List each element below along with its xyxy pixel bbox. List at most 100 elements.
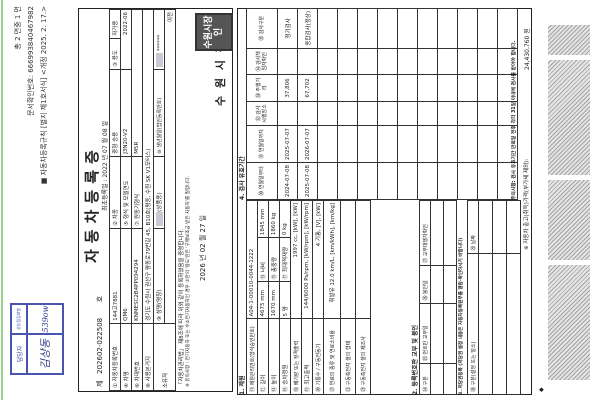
- inspection-cell: [437, 162, 458, 200]
- inspection-cell: [337, 101, 358, 126]
- inspection-row: [337, 8, 358, 200]
- inspection-cell: [337, 125, 358, 163]
- disp-value: 1997 cc, [kW], [kW]: [290, 200, 302, 319]
- form-rule: ■ 자동차등록규칙 [별지 제1호서식] <개정 2025. 2. 17.>: [40, 6, 48, 185]
- power-value: 144/6000 Ps/rpm, [kW/rpm], [kW/rpm]: [301, 200, 313, 319]
- battery-maker-label: ㉓ 구동축전지 셀의 제조사: [355, 318, 371, 395]
- vin-label: ⑥ 차대번호: [131, 323, 143, 391]
- redacted-name: [156, 211, 163, 226]
- inspection-cell: 2024-07-08: [277, 162, 298, 200]
- use-value: 자가용: [109, 9, 121, 39]
- inspection-cell: [457, 48, 478, 75]
- insurance-signature: 539ow: [27, 304, 63, 334]
- inspection-cell: 2025-07-08: [297, 162, 318, 200]
- inspection-cell: [397, 48, 418, 75]
- inspection-cell: [397, 101, 418, 126]
- inspection-row: [357, 8, 378, 200]
- cyl-label: ⑳ 기통수 / 구동전동기: [312, 318, 324, 395]
- inspection-table: ㉚ 연월일부터 ㉛ 연월일까지 ㉜ 검사시행장소 ㉝ 주행거리 ㉞ 검사책임자확…: [246, 8, 518, 200]
- seats-value: 5 명: [279, 281, 291, 319]
- type-value: 중형 승용: [109, 69, 121, 157]
- seal-text: 수원시장인: [204, 15, 224, 49]
- inspection-cell: 37,806: [277, 74, 298, 102]
- security-pattern: [548, 180, 590, 260]
- base-value: 경기도 수원시 권선구 평동로79번길 45, B10호(평동, 수원 SK V…: [142, 9, 154, 324]
- inspection-cell: [437, 48, 458, 75]
- security-pattern: [548, 25, 590, 55]
- inspection-cell: [377, 48, 398, 75]
- inspection-cell: [417, 101, 438, 126]
- security-pattern: [548, 265, 590, 380]
- inspection-cell: [457, 101, 478, 126]
- inspection-cell: [417, 162, 438, 200]
- length-value: 4675 mm: [257, 281, 269, 319]
- cert-no-value: 202602-022508: [96, 317, 104, 374]
- battery-label: ㉒ 구동축전지 셀의 형태: [340, 318, 356, 395]
- inspection-cell: [297, 48, 318, 75]
- model-label: ④ 차명: [120, 323, 132, 391]
- birth-mask: ******: [156, 34, 163, 52]
- inspection-title: 4. 검사 유효기간: [239, 156, 246, 200]
- scan-edge-line: [1, 0, 3, 400]
- cyl-value: 4 기통, [V], [kW]: [312, 200, 324, 319]
- price-value: 24,430,760 원: [524, 28, 531, 70]
- inspection-cell: [357, 101, 378, 126]
- owner-name-suffix: (상품용): [157, 192, 163, 212]
- transfer-note: 이전: [164, 9, 176, 324]
- inspection-col: ㉝ 주행거리: [246, 74, 278, 102]
- inspection-cell: [337, 48, 358, 75]
- diamond-mark: ◆: [538, 387, 545, 392]
- inspection-row: [417, 8, 438, 200]
- inspection-cell: [417, 8, 438, 49]
- inspection-cell: [377, 74, 398, 102]
- mortgage-col: ㉘ 구분(설정 또는 말소): [467, 253, 479, 395]
- load-label: ⑰ 최대적재량: [279, 237, 291, 282]
- reg-no-value: 144고7881: [109, 228, 121, 324]
- inspection-cell: [337, 162, 358, 200]
- inspection-cell: [477, 74, 498, 102]
- cert-no-suffix: 호: [96, 295, 104, 303]
- inspection-cell: [477, 48, 498, 75]
- page-title: 자동차등록증: [83, 144, 101, 263]
- power-label: ⑲ 최고출력: [301, 318, 313, 395]
- fuel-value: 휘발유 12.0 km/L, [km/kWh], [km/kg]: [323, 200, 341, 319]
- issue-date: 2026 년 02 월 27 일: [199, 214, 207, 281]
- inspection-cell: [297, 101, 318, 126]
- doc-check-number: 문서확인번호: 666993840467982: [27, 6, 35, 117]
- inspection-cell: [457, 162, 478, 200]
- height-label: ⑭ 높이: [268, 318, 280, 395]
- inspection-cell: 67,702: [297, 74, 318, 102]
- inspection-row: [377, 8, 398, 200]
- inspection-cell: [397, 74, 418, 102]
- inspection-cell: 2025-07-07: [277, 125, 298, 163]
- inspection-section: 4. 검사 유효기간 ㉚ 연월일부터 ㉛ 연월일까지 ㉜ 검사시행장소 ㉝ 주행…: [237, 8, 518, 200]
- inspection-cell: [377, 125, 398, 163]
- form-label: ⑤ 형식 및 모델연도: [120, 156, 132, 229]
- mortgage-section: 3. 저당권등록 (저당권 설정 내용은 자동차등록원부를 열람·확인하시기 바…: [458, 200, 521, 395]
- model-value: QM6: [120, 228, 132, 324]
- inspection-cell: [317, 8, 338, 49]
- inspection-cell: [317, 48, 338, 75]
- stamp-label-insurance: 성능점검보험: [11, 304, 27, 334]
- security-pattern: [548, 60, 590, 175]
- battery-value: [340, 200, 356, 319]
- owner-label: 소유자: [153, 323, 176, 391]
- stamp-label-handler: 담당자: [11, 334, 27, 374]
- inspection-cell: [477, 8, 498, 49]
- form-value: J3N20-V2: [120, 69, 132, 157]
- inspection-cell: [337, 74, 358, 102]
- inspection-cell: [457, 125, 478, 163]
- inspection-cell: [437, 8, 458, 49]
- inspection-cell: [357, 48, 378, 75]
- inspection-cell: [437, 125, 458, 163]
- inspection-cell: [377, 162, 398, 200]
- birth-value: ******: [153, 9, 165, 70]
- inspection-cell: [277, 101, 298, 126]
- price-label: ※ 자동차 출고(취득)가격(부가세 제외):: [524, 158, 530, 250]
- inspection-row: [457, 8, 478, 200]
- inspection-cell: [417, 74, 438, 102]
- inspection-cell: [397, 125, 418, 163]
- inspection-cell: [457, 8, 478, 49]
- inspection-row: [397, 8, 418, 200]
